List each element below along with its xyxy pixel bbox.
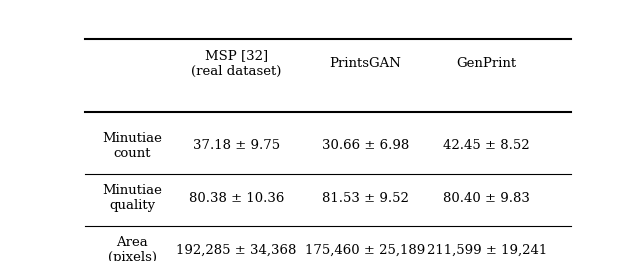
Text: Area
(pixels): Area (pixels)	[108, 236, 157, 261]
Text: 80.40 ± 9.83: 80.40 ± 9.83	[444, 192, 530, 205]
Text: 175,460 ± 25,189: 175,460 ± 25,189	[305, 244, 426, 257]
Text: MSP [32]
(real dataset): MSP [32] (real dataset)	[191, 50, 282, 78]
Text: 42.45 ± 8.52: 42.45 ± 8.52	[444, 139, 530, 152]
Text: 192,285 ± 34,368: 192,285 ± 34,368	[176, 244, 296, 257]
Text: Minutiae
quality: Minutiae quality	[102, 184, 162, 212]
Text: 37.18 ± 9.75: 37.18 ± 9.75	[193, 139, 280, 152]
Text: 211,599 ± 19,241: 211,599 ± 19,241	[427, 244, 547, 257]
Text: 81.53 ± 9.52: 81.53 ± 9.52	[322, 192, 408, 205]
Text: 30.66 ± 6.98: 30.66 ± 6.98	[321, 139, 409, 152]
Text: PrintsGAN: PrintsGAN	[329, 57, 401, 70]
Text: 80.38 ± 10.36: 80.38 ± 10.36	[189, 192, 284, 205]
Text: Minutiae
count: Minutiae count	[102, 132, 162, 160]
Text: GenPrint: GenPrint	[457, 57, 516, 70]
